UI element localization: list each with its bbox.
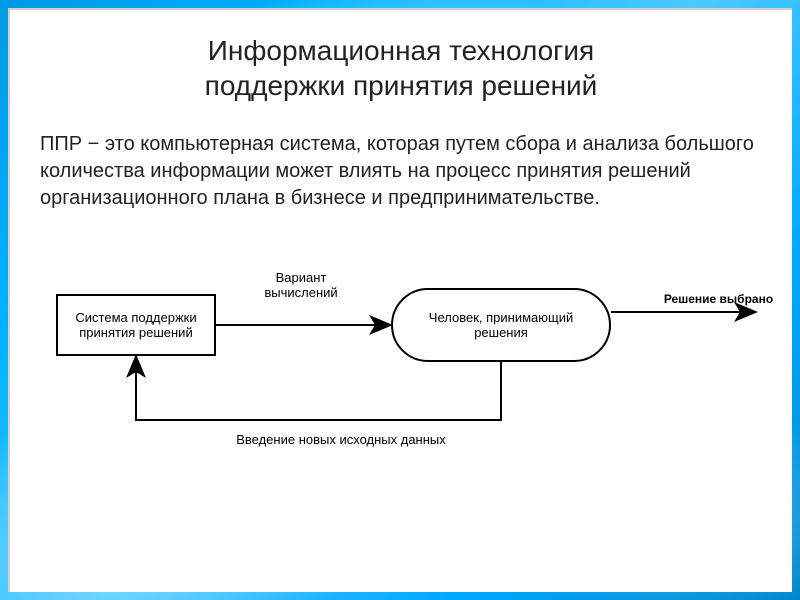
edge-label-result: Решение выбрано — [661, 292, 776, 306]
edge-label-feedback: Введение новых исходных данных — [211, 432, 471, 447]
slide-panel: Информационная технология поддержки прин… — [8, 8, 792, 592]
body-paragraph: ППР − это компьютерная система, которая … — [40, 131, 762, 212]
edge-label-variant: Вариант вычислений — [246, 270, 356, 300]
title-line-1: Информационная технология — [208, 35, 594, 66]
node-decision-maker-label: Человек, принимающий решения — [413, 310, 589, 340]
edge-feedback — [136, 356, 501, 420]
title-line-2: поддержки принятия решений — [205, 70, 598, 101]
node-decision-maker: Человек, принимающий решения — [391, 288, 611, 362]
node-support-system: Система поддержки принятия решений — [56, 294, 216, 356]
node-support-system-label: Система поддержки принятия решений — [62, 310, 210, 340]
slide-title: Информационная технология поддержки прин… — [101, 33, 701, 103]
flow-diagram: Система поддержки принятия решений Челов… — [41, 232, 761, 462]
